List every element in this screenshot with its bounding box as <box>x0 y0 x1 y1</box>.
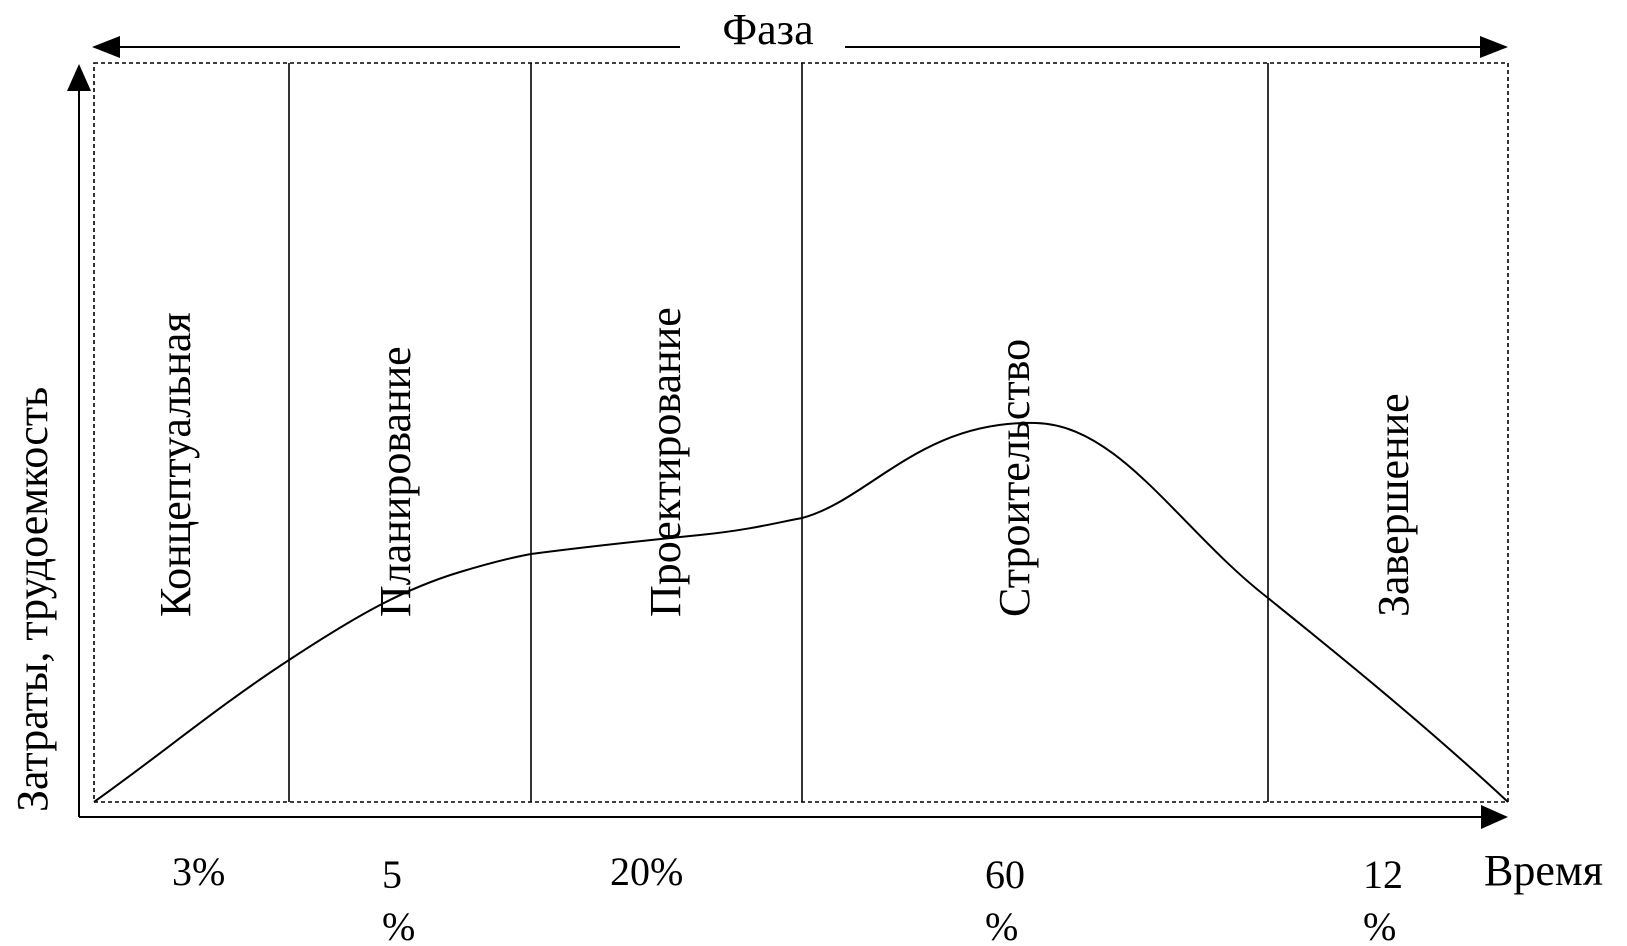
phase-share-planning-unit: % <box>382 904 415 946</box>
phase-share-construction-unit: % <box>985 904 1018 946</box>
y-axis-arrow-head <box>67 64 91 91</box>
phase-name-design: Проектирование <box>641 307 690 617</box>
phase-name-planning: Планирование <box>371 346 420 617</box>
phase-name-conceptual: Концептуальная <box>151 312 200 617</box>
phase-share-completion-unit: % <box>1363 904 1396 946</box>
phase-share-conceptual: 3% <box>172 849 225 894</box>
x-axis-arrow-head <box>1481 805 1508 829</box>
phase-share-planning: 5 <box>382 852 402 897</box>
phase-arrow-left-head <box>92 36 120 58</box>
phase-arrow-right-head <box>1480 36 1508 58</box>
phase-name-construction: Строительство <box>990 339 1039 617</box>
phase-frame <box>93 62 1509 803</box>
phase-share-construction: 60 <box>985 852 1025 897</box>
phase-top-label: Фаза <box>722 5 813 54</box>
phase-share-design: 20% <box>610 849 683 894</box>
y-axis-title: Затраты, трудоемкость <box>8 387 57 812</box>
phase-name-completion: Завершение <box>1369 393 1418 617</box>
cost-curve <box>93 421 1509 803</box>
phase-share-completion: 12 <box>1363 852 1403 897</box>
x-axis-title: Время <box>1484 846 1603 895</box>
